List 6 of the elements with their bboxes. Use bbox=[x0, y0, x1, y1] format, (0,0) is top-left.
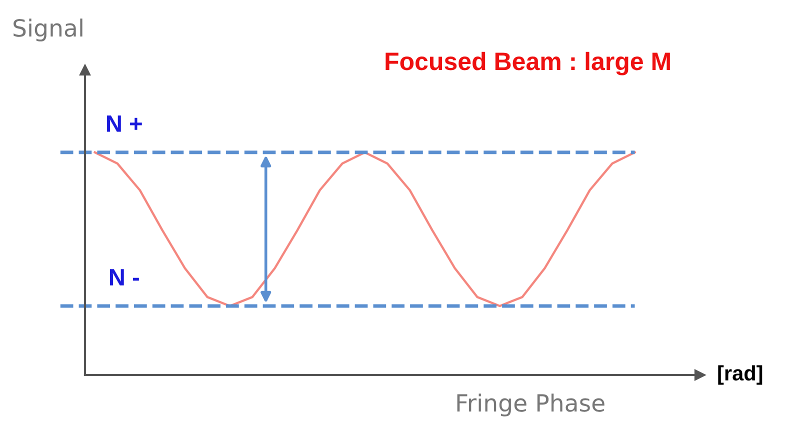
ref-line-label: N + bbox=[107, 116, 142, 132]
chart-title: Focused Beam : large M bbox=[386, 52, 670, 76]
ref-line-label: N - bbox=[110, 269, 139, 286]
x-axis-title: Fringe Phase bbox=[457, 394, 604, 416]
y-axis-title: Signal bbox=[14, 18, 82, 42]
text: [rad] bbox=[718, 365, 762, 385]
